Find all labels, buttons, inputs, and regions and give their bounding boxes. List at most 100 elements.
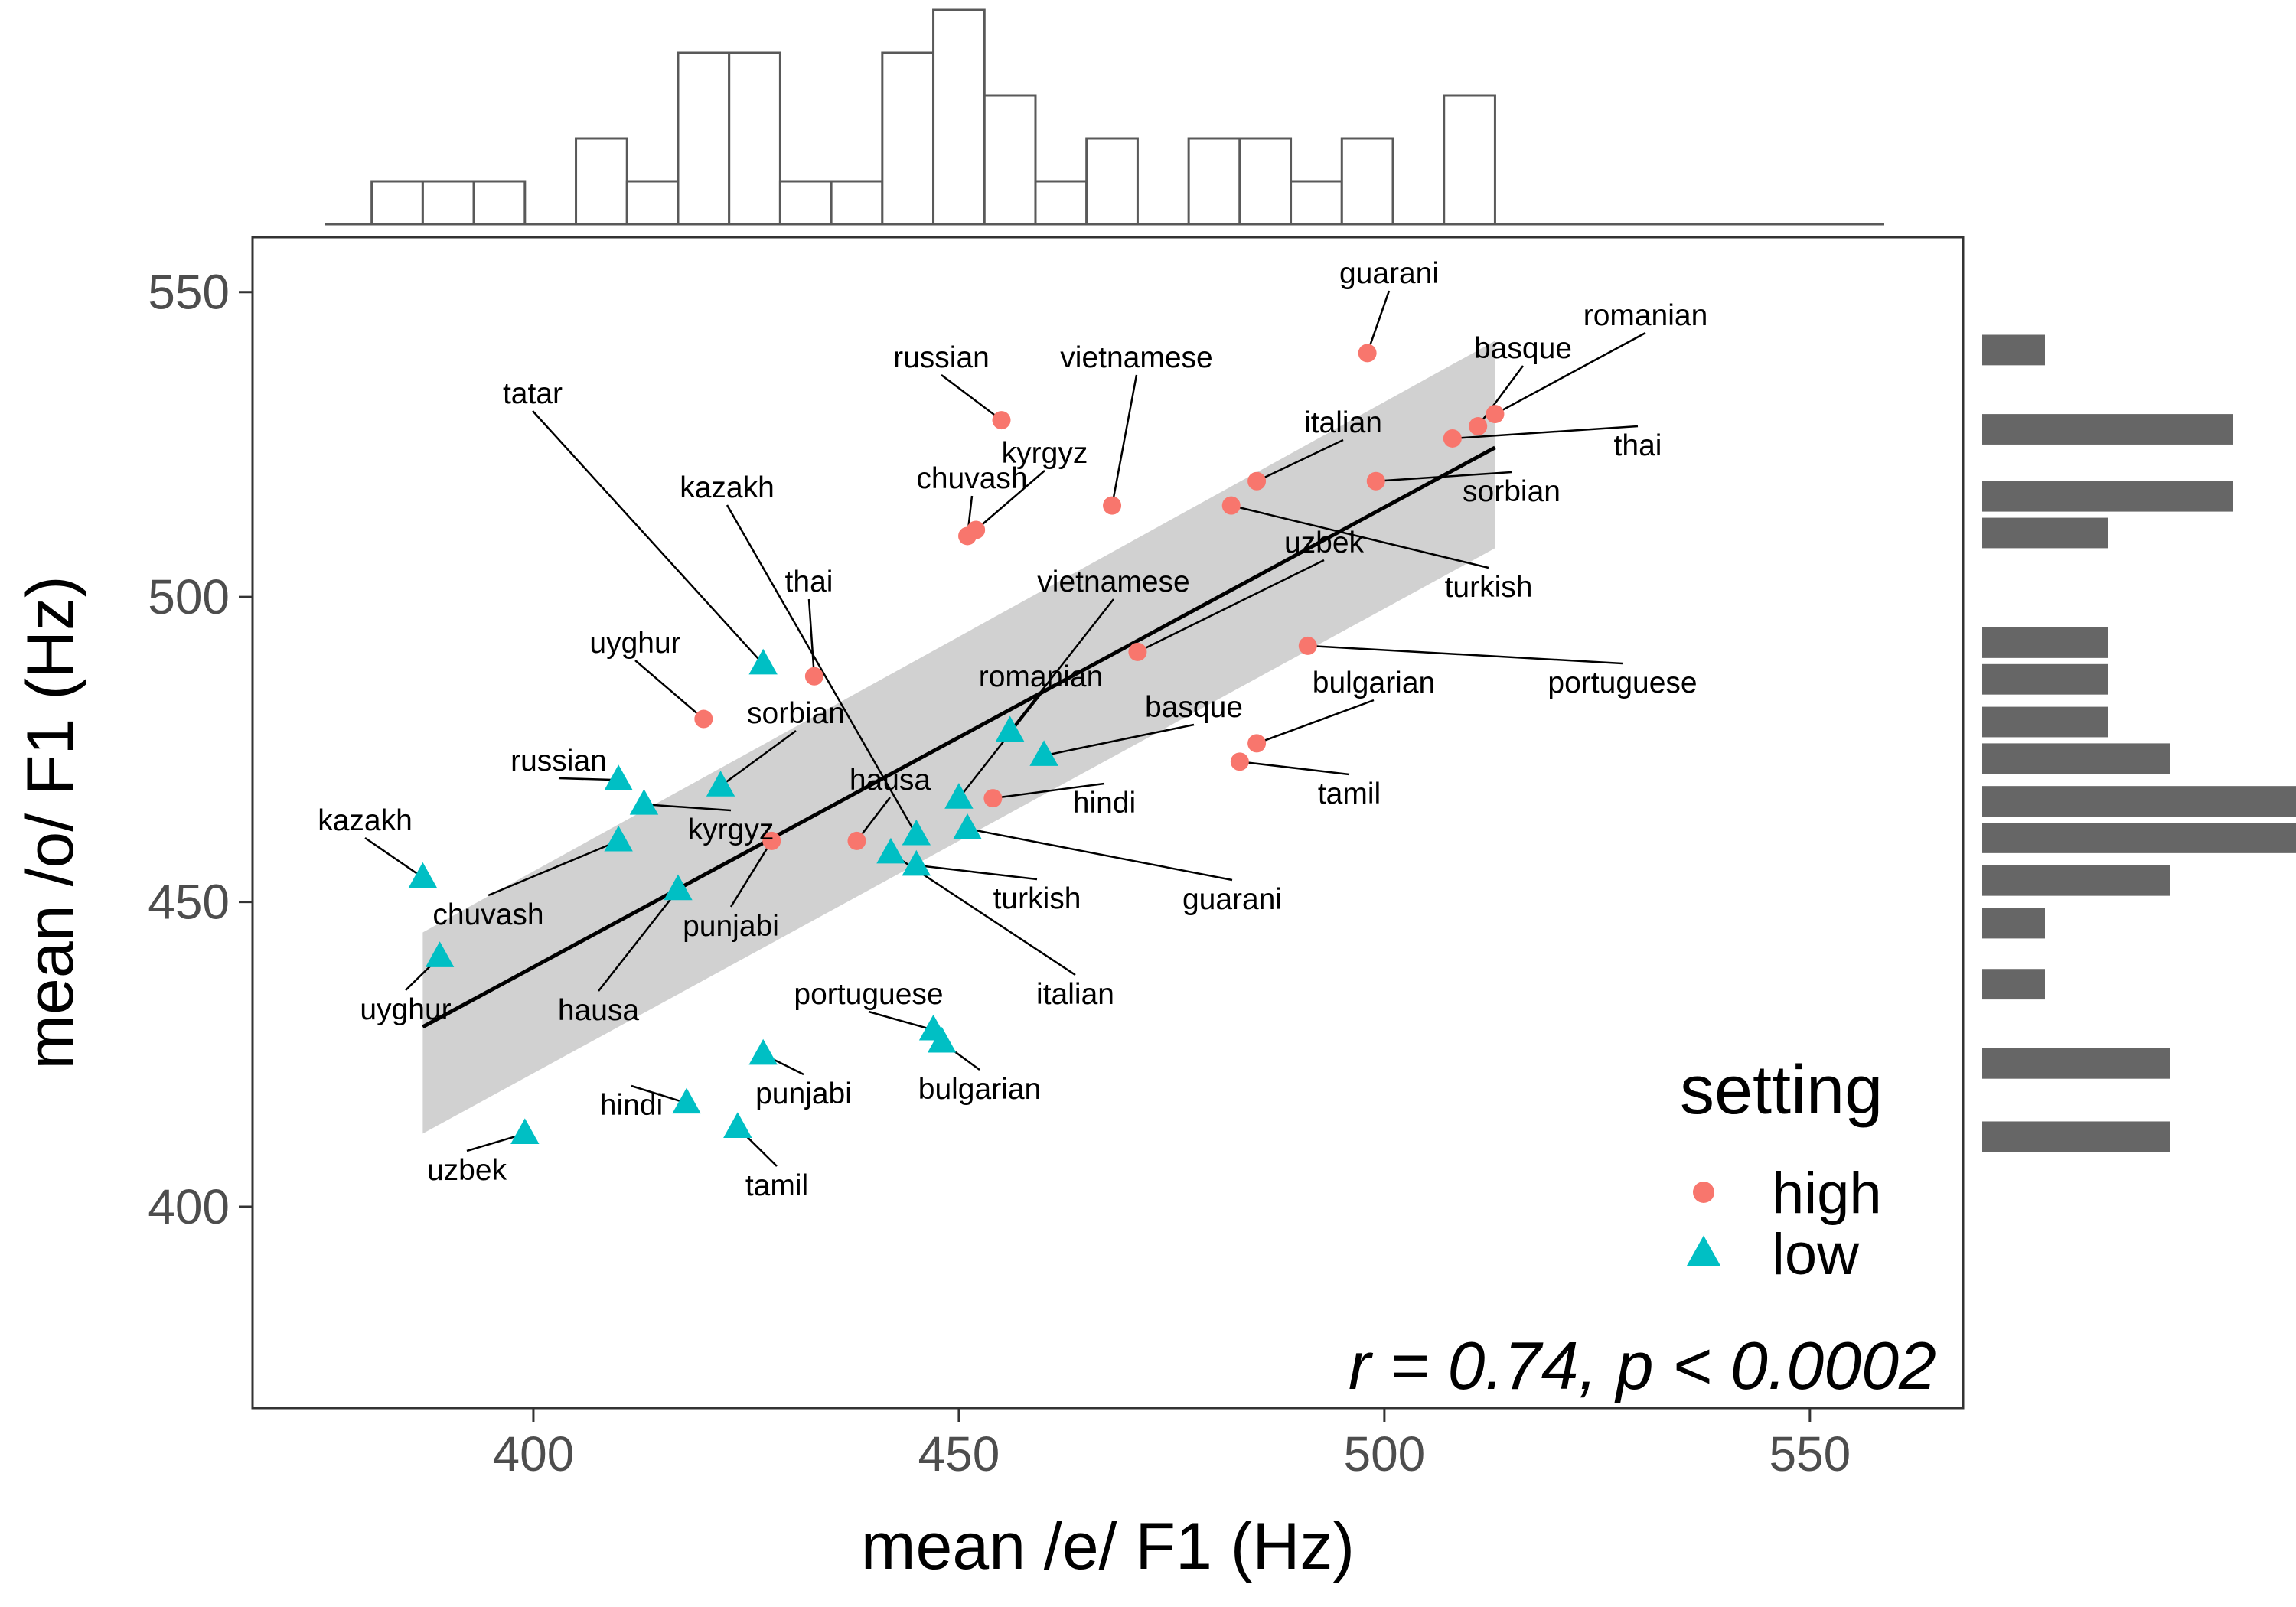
x-histogram-bar	[830, 180, 884, 226]
data-point-high	[983, 789, 1003, 808]
label-leader-low	[868, 1010, 934, 1032]
legend-title: setting	[1680, 1052, 1883, 1129]
y-histogram-bar	[1982, 1121, 2170, 1152]
x-histogram-bar	[625, 180, 680, 226]
point-label-low: romanian	[979, 660, 1104, 693]
data-point-low	[604, 825, 633, 852]
point-label-low: vietnamese	[1037, 566, 1189, 598]
point-label-low: kazakh	[680, 471, 775, 504]
data-point-high	[1247, 471, 1267, 491]
x-histogram-bar	[677, 51, 731, 226]
point-label-high: uyghur	[589, 627, 680, 660]
label-leader-high	[1494, 331, 1646, 416]
point-label-high: basque	[1474, 332, 1572, 365]
legend-key-high	[1693, 1182, 1714, 1203]
x-tick-label: 400	[493, 1426, 575, 1482]
x-histogram-bar	[1034, 180, 1088, 226]
x-histogram-bar	[1340, 137, 1394, 226]
x-axis-title: mean /e/ F1 (Hz)	[861, 1510, 1355, 1583]
x-histogram-bar	[472, 180, 527, 226]
point-label-low: guarani	[1182, 883, 1282, 916]
y-histogram-bar	[1982, 823, 2296, 853]
data-point-high	[1469, 417, 1488, 436]
point-labels: guarani romanian basque thai russian vietname…	[318, 257, 1707, 1202]
label-leader-high	[1256, 438, 1344, 482]
regression-line	[422, 445, 1496, 1029]
point-label-low: uyghur	[360, 993, 451, 1026]
point-label-high: guarani	[1339, 257, 1439, 290]
point-label-low: hausa	[558, 994, 640, 1027]
label-leader-high	[1452, 425, 1639, 440]
label-leader-high	[1256, 699, 1375, 745]
label-leader-high	[1375, 471, 1512, 482]
correlation-annotation: r = 0.74, p < 0.0002	[1349, 1328, 1936, 1403]
y-histogram-bar	[1982, 1048, 2170, 1079]
legend-label-high: high	[1772, 1161, 1882, 1226]
y-histogram-bar	[1982, 786, 2296, 817]
point-label-high: vietnamese	[1060, 341, 1212, 374]
data-point-low	[664, 874, 693, 901]
data-point-high	[1358, 344, 1377, 363]
y-marginal-histogram	[1982, 334, 2296, 1152]
y-histogram-bar	[1982, 908, 2045, 939]
label-leader-low	[532, 410, 765, 665]
point-label-low: punjabi	[755, 1077, 852, 1110]
y-histogram-bar	[1982, 334, 2045, 366]
x-tick-label: 500	[1343, 1426, 1425, 1482]
data-point-high	[1247, 734, 1267, 753]
point-label-low: tamil	[745, 1169, 808, 1202]
point-label-low: uzbek	[427, 1154, 507, 1187]
label-leader-low	[1043, 723, 1195, 757]
y-histogram-bar	[1982, 414, 2233, 445]
label-leader-low	[916, 864, 1038, 881]
point-label-low: tatar	[503, 377, 563, 410]
y-histogram-bar	[1982, 969, 2045, 1000]
point-label-low: italian	[1036, 978, 1114, 1011]
x-marginal-histogram	[325, 8, 1884, 226]
point-label-low: russian	[510, 745, 607, 777]
point-label-high: portuguese	[1548, 667, 1697, 699]
point-label-low: turkish	[993, 882, 1081, 915]
point-label-low: sorbian	[747, 697, 845, 730]
legend: setting high low	[1680, 1052, 1883, 1287]
label-leader-high	[729, 840, 773, 908]
regression-line-segment	[422, 445, 1496, 1029]
x-histogram-bar	[728, 51, 781, 226]
data-point-high	[1298, 636, 1317, 655]
x-tick-label: 550	[1769, 1426, 1851, 1482]
data-point-low	[876, 837, 905, 864]
x-axis: 400 450 500 550	[493, 1408, 1851, 1482]
label-leader-high	[807, 598, 816, 676]
point-label-low: portuguese	[794, 978, 943, 1011]
point-label-high: sorbian	[1463, 475, 1561, 508]
label-leader-high	[993, 782, 1105, 800]
point-label-low: kazakh	[318, 804, 413, 837]
label-leader-low	[957, 693, 1042, 799]
point-label-low: chuvash	[432, 898, 543, 931]
point-label-high: russian	[893, 341, 990, 374]
y-histogram-bar	[1982, 481, 2233, 512]
data-point-low	[995, 715, 1025, 742]
data-point-high	[958, 526, 977, 546]
plot-panel-border	[251, 236, 1965, 1410]
x-histogram-bar	[1238, 137, 1293, 226]
label-leader-low	[558, 777, 619, 781]
data-point-low	[672, 1087, 701, 1114]
label-leader-high	[975, 470, 1045, 531]
data-point-low	[706, 771, 735, 797]
label-leader-high	[1231, 504, 1489, 569]
y-tick-label: 450	[148, 875, 230, 930]
y-histogram-bar	[1982, 706, 2108, 738]
data-point-high	[1486, 405, 1505, 424]
label-leader-high	[1239, 761, 1350, 776]
y-histogram-bar	[1982, 517, 2108, 549]
x-histogram-bar	[575, 137, 628, 226]
data-point-high	[762, 831, 781, 850]
label-leader-high	[634, 660, 705, 720]
x-histogram-bar	[1443, 94, 1496, 226]
point-label-low: hindi	[600, 1089, 663, 1122]
label-leader-low	[726, 504, 918, 836]
point-label-high: italian	[1304, 406, 1382, 439]
x-histogram-bar	[370, 180, 424, 226]
y-tick-label: 550	[148, 265, 230, 320]
